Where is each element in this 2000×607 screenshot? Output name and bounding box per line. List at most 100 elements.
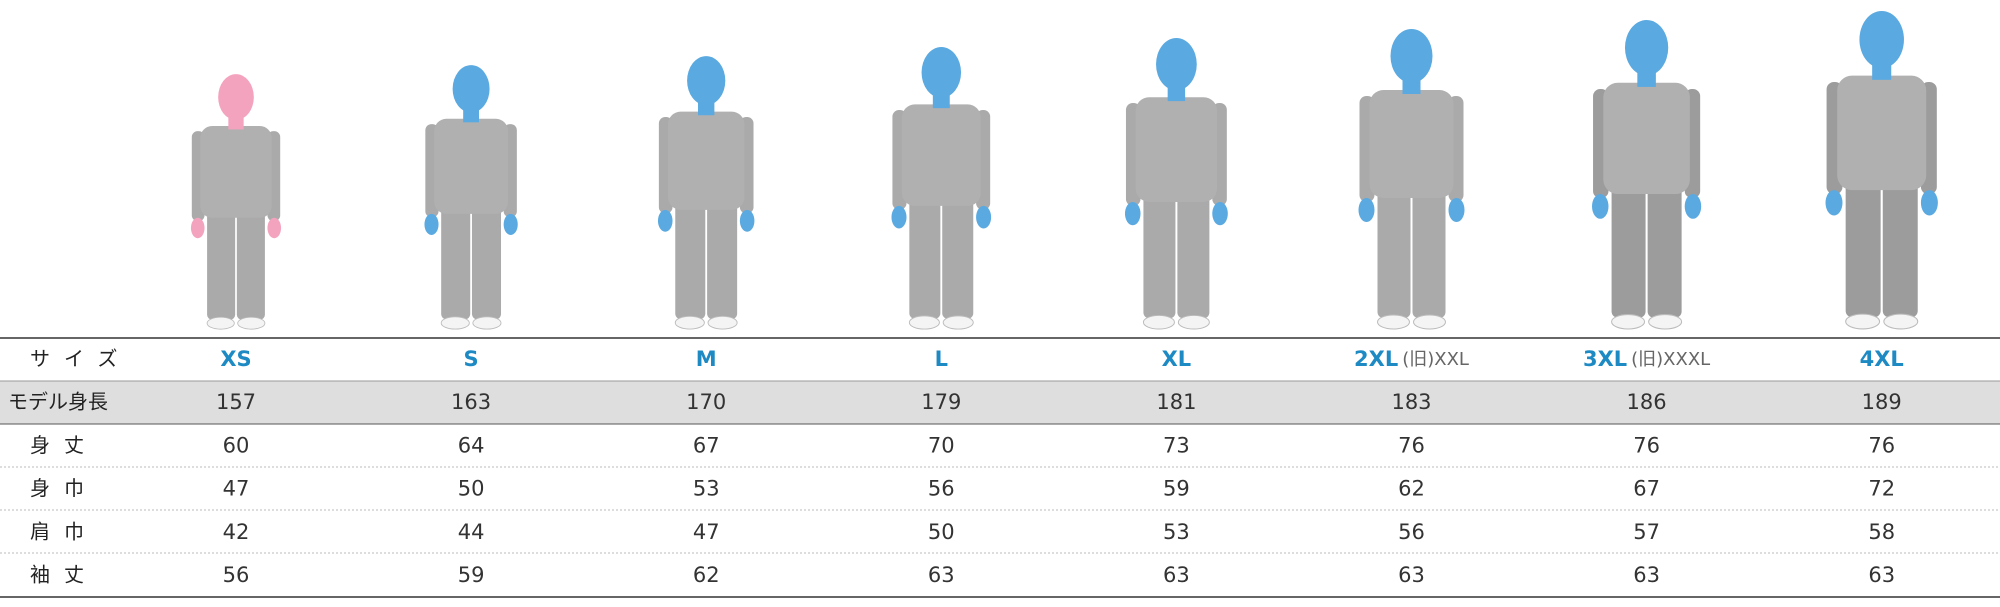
head [218,74,254,121]
shoe [472,316,502,330]
leg [1377,188,1411,318]
cell-value: 186 [1627,390,1667,414]
torso [667,111,745,210]
cell-value: 70 [928,433,955,457]
cell-value: 53 [1163,520,1190,544]
hand [739,209,755,232]
cell-value: 62 [693,563,720,587]
cell-value: 58 [1868,520,1895,544]
torso [1603,82,1690,195]
leg [441,205,471,320]
torso [200,126,272,218]
leg [1611,183,1646,318]
cell-value: 72 [1868,477,1895,501]
hand [1592,194,1609,219]
row-label: 肩巾 [30,519,98,543]
torso [1369,90,1454,198]
model-figure [657,56,755,330]
row-label: 身巾 [30,476,98,500]
model-figure [891,47,992,330]
cell-value: 163 [451,390,491,414]
leg [236,209,265,320]
shoe [1413,314,1446,330]
cell-value: 183 [1391,390,1431,414]
model-row-bg [0,381,2000,424]
row-label: モデル身長 [8,390,108,414]
hand [267,217,282,239]
shoe [1845,313,1881,330]
cell-value: 76 [1633,433,1660,457]
leg [207,209,236,320]
torso [1837,75,1927,191]
leg [1412,188,1446,318]
cell-value: 44 [458,520,485,544]
old-size-name: (旧)XXL [1402,349,1469,370]
size-label: 3XL (旧)XXXL [1583,347,1710,371]
model-figure [1358,29,1465,330]
leg [1177,192,1210,319]
head [1624,19,1669,76]
size-name: 3XL [1583,347,1627,371]
cell-value: 157 [216,390,256,414]
cell-value: 76 [1868,433,1895,457]
cell-value: 73 [1163,433,1190,457]
hand [891,205,907,229]
cell-value: 47 [223,477,250,501]
hand [1920,190,1938,216]
cell-value: 63 [1633,563,1660,587]
cell-value: 47 [693,520,720,544]
size-label: XS [220,347,251,371]
head [921,47,962,98]
cell-value: 189 [1862,390,1902,414]
cell-value: 56 [928,477,955,501]
leg [471,205,502,320]
shoe [1883,313,1919,330]
cell-value: 63 [1163,563,1190,587]
model-figure [1592,19,1702,330]
leg [1845,179,1881,318]
hand [424,213,439,235]
hand [1212,201,1228,226]
cell-value: 64 [458,433,485,457]
leg [707,200,738,320]
shoe [1177,314,1210,330]
head [452,65,490,113]
model-figure [190,74,282,330]
hand [657,209,673,232]
cell-value: 63 [1398,563,1425,587]
cell-value: 67 [1633,477,1660,501]
size-label: XL [1162,347,1192,371]
cell-value: 76 [1398,433,1425,457]
shoe [206,316,235,330]
cell-value: 67 [693,433,720,457]
torso [1135,97,1218,202]
leg [1882,179,1918,318]
leg [1647,183,1682,318]
cell-value: 56 [1398,520,1425,544]
shoe [1611,314,1646,330]
head [1390,29,1433,83]
hand [1124,201,1141,226]
old-size-name: (旧)XXXL [1631,349,1710,370]
cell-value: 42 [223,520,250,544]
cell-value: 63 [928,563,955,587]
cell-value: 56 [223,563,250,587]
header-label: サイズ [30,347,131,371]
cell-value: 63 [1868,563,1895,587]
cell-value: 50 [928,520,955,544]
model-figure [1825,10,1938,330]
head [1859,10,1904,69]
cell-value: 60 [223,433,250,457]
cell-value: 50 [458,477,485,501]
cell-value: 53 [693,477,720,501]
cell-value: 179 [921,390,961,414]
torso [901,104,981,206]
size-label: 2XL (旧)XXL [1354,347,1469,371]
size-label: 4XL [1860,347,1904,371]
model-figure [1124,38,1228,330]
size-label: L [935,347,948,371]
leg [909,196,941,319]
cell-value: 59 [458,563,485,587]
leg [1143,192,1176,319]
